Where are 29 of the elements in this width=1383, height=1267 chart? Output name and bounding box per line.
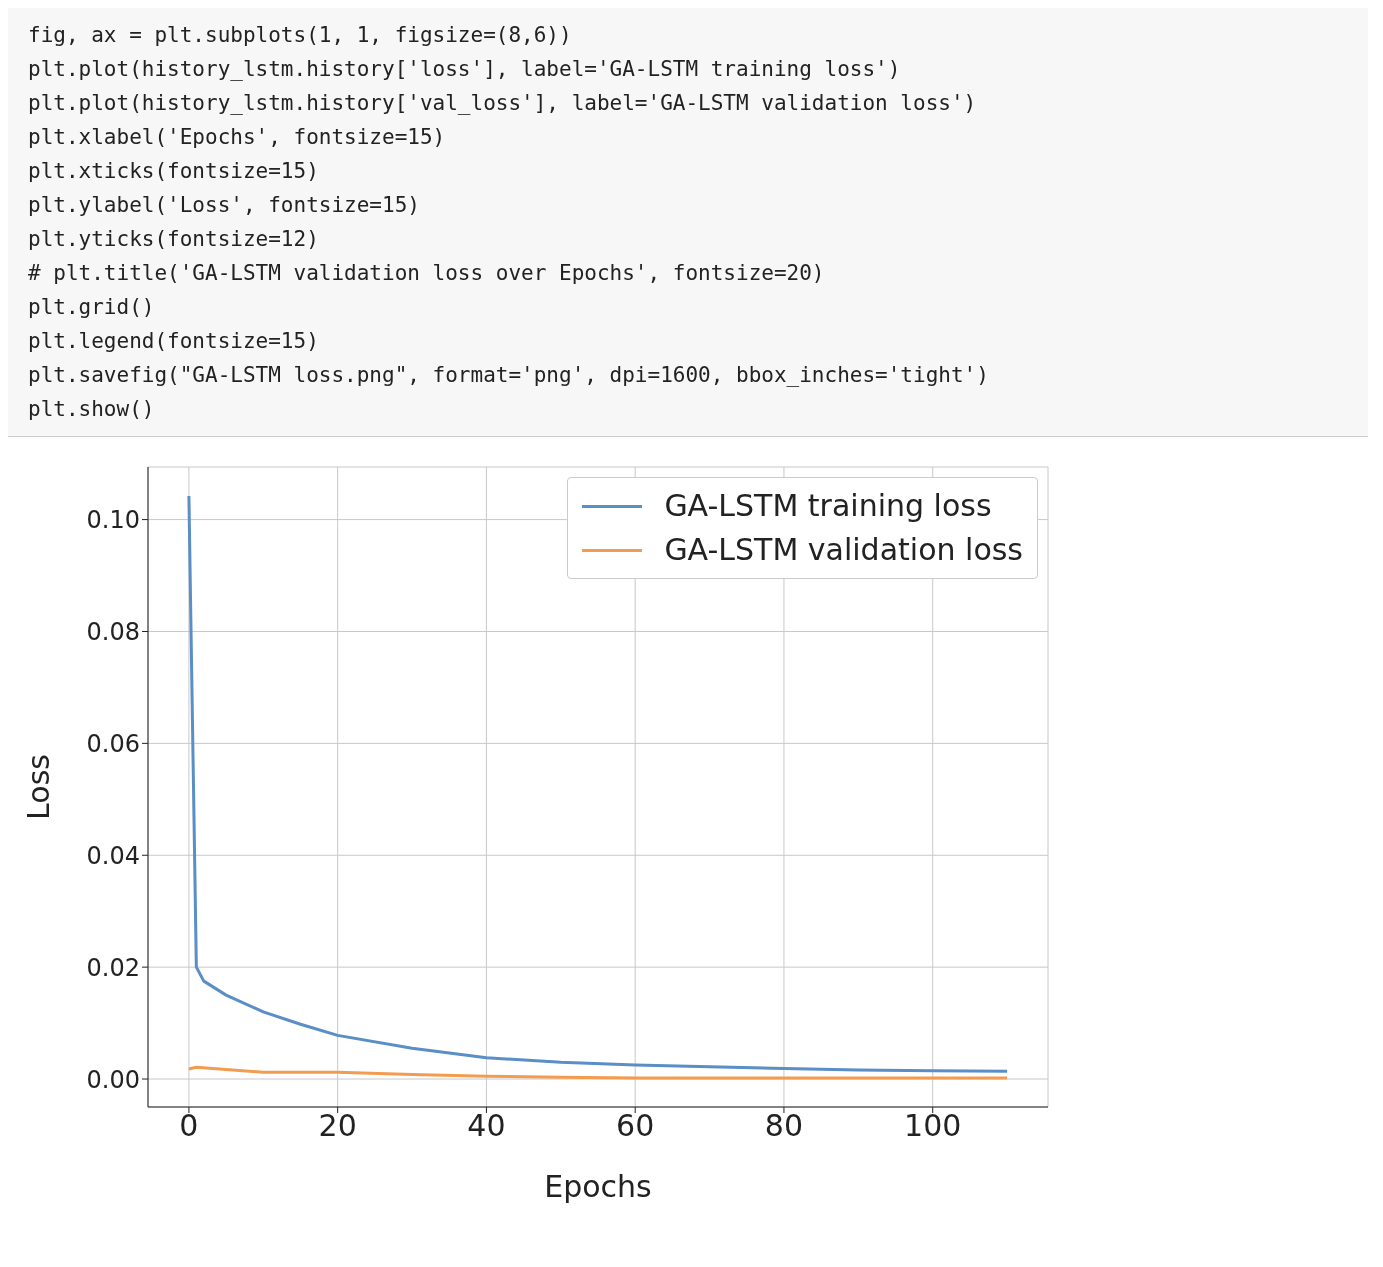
- text: # plt.title('GA-LSTM validation loss over Epochs', fontsize=20): [28, 260, 826, 287]
- text: plt.yticks(fontsize=12): [28, 226, 320, 253]
- text: plt.xticks(fontsize=15): [28, 158, 320, 185]
- text: plt.grid(): [28, 294, 156, 321]
- text: plt.show(): [28, 396, 156, 423]
- line-series: [187, 1065, 1009, 1080]
- x-tick-label: 20: [318, 1108, 357, 1144]
- y-tick-label: 0.00: [86, 1065, 140, 1094]
- y-tick-label: 0.08: [86, 618, 140, 646]
- y-tick-label: 0.02: [86, 953, 140, 982]
- x-axis-title: Epochs: [544, 1169, 652, 1204]
- legend-label: GA-LSTM training loss: [664, 487, 992, 525]
- text: fig, ax = plt.subplots(1, 1, figsize=(8,6)): [28, 22, 573, 49]
- y-tick-label: 0.10: [86, 506, 140, 535]
- y-axis-title: Loss: [20, 754, 56, 820]
- text: plt.savefig("GA-LSTM loss.png", format='png', dpi=1600, bbox_inches='tight'): [28, 362, 990, 389]
- text: plt.xlabel('Epochs', fontsize=15): [28, 124, 447, 151]
- x-tick-label: 80: [764, 1108, 804, 1144]
- text: plt.ylabel('Loss', fontsize=15): [28, 192, 421, 219]
- y-tick-label: 0.04: [86, 841, 140, 870]
- text: plt.plot(history_lstm.history['loss'], label='GA-LSTM training loss'): [28, 56, 902, 83]
- x-tick-label: 60: [616, 1108, 655, 1144]
- text: plt.legend(fontsize=15): [28, 328, 320, 355]
- x-tick-label: 100: [904, 1108, 962, 1144]
- y-tick-label: 0.06: [86, 729, 140, 758]
- x-tick-label: 40: [467, 1108, 506, 1144]
- legend-label: GA-LSTM validation loss: [664, 531, 1023, 569]
- x-tick-label: 0: [179, 1108, 199, 1144]
- text: plt.plot(history_lstm.history['val_loss'], label='GA-LSTM validation loss'): [28, 90, 978, 117]
